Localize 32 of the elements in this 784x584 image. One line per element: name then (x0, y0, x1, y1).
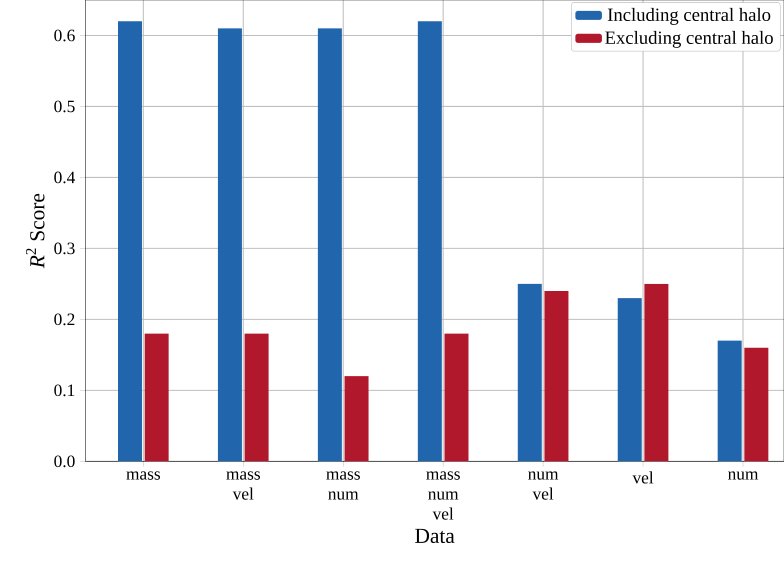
x-tick-label: num (728, 471, 758, 480)
bar (444, 334, 468, 462)
y-tick-label: 0.0 (54, 455, 75, 468)
x-tick-label: vel (632, 471, 654, 484)
bar (318, 28, 342, 462)
legend-label: Including central halo (608, 8, 770, 25)
bar (418, 21, 442, 462)
bar (644, 284, 668, 462)
y-tick-label: 0.5 (54, 100, 75, 112)
y-tick-label: 0.6 (54, 30, 75, 42)
x-tick-label: mass num vel (426, 471, 460, 520)
x-tick-label: mass vel (226, 471, 260, 500)
bar (718, 340, 742, 462)
y-tick-label: 0.3 (54, 242, 75, 254)
bar (218, 28, 242, 462)
y-tick-label: 0.1 (54, 384, 74, 396)
y-tick-label: 0.4 (54, 172, 76, 184)
bar (544, 290, 568, 462)
bar (744, 348, 768, 462)
x-tick-label: mass (126, 471, 160, 480)
bar (144, 334, 169, 462)
bar (618, 298, 642, 462)
x-tick-label: mass num (326, 471, 360, 500)
legend-label: Excluding central halo (605, 30, 773, 48)
bar (518, 284, 542, 462)
y-axis-title: R$^{2}$ Score (26, 194, 44, 268)
bar (118, 21, 142, 462)
bar (244, 334, 269, 462)
x-axis-title: Data (415, 528, 455, 544)
bar (344, 376, 369, 462)
y-tick-label: 0.2 (54, 313, 74, 326)
x-tick-label: num vel (528, 471, 558, 500)
